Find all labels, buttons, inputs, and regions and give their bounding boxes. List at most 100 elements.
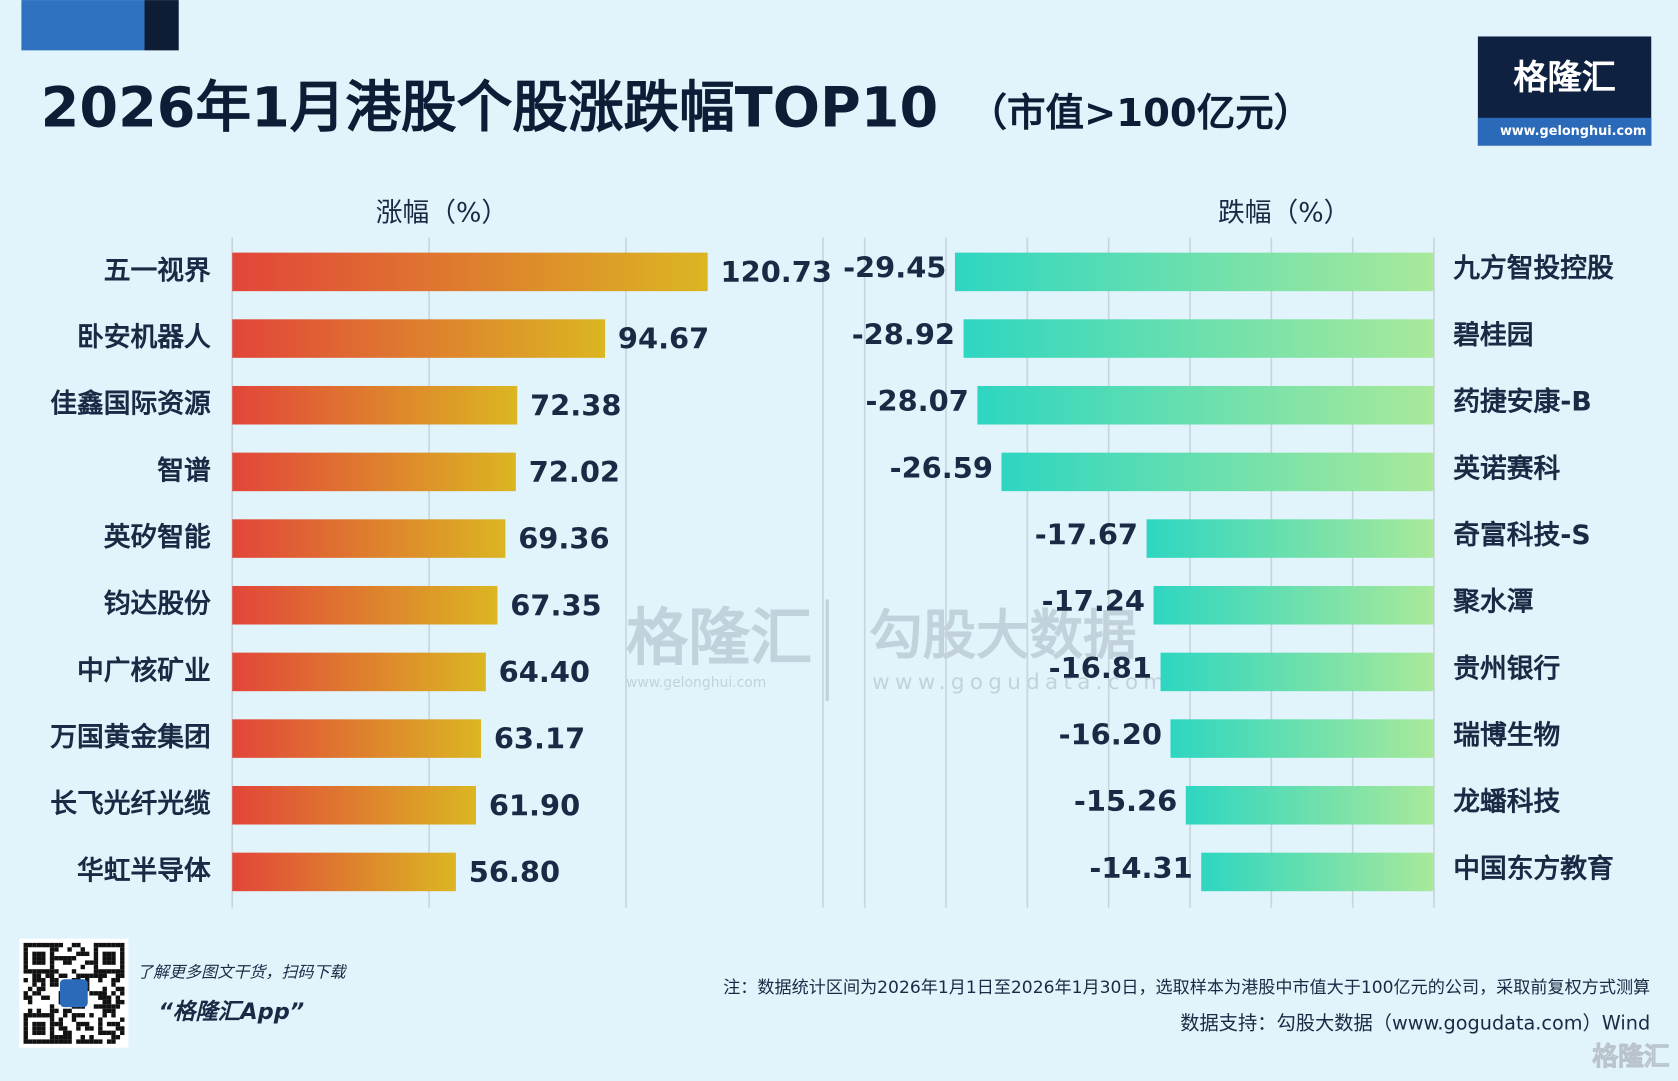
qr-cell <box>41 1013 46 1018</box>
qr-cell <box>76 973 81 978</box>
qr-cell <box>36 969 42 974</box>
qr-cell <box>23 951 28 957</box>
qr-cell <box>115 973 121 978</box>
qr-cell <box>36 960 42 965</box>
category-label: 钧达股份 <box>104 589 211 620</box>
qr-cell <box>76 1021 81 1027</box>
category-label: 中广核矿业 <box>77 654 211 686</box>
qr-cell <box>115 999 121 1005</box>
qr-cell <box>23 969 28 974</box>
qr-cell <box>98 1017 103 1022</box>
bar <box>232 585 498 625</box>
category-label: 药捷安康-B <box>1453 386 1592 418</box>
watermark-brand-url: www.gogudata.com <box>872 670 1169 695</box>
qr-cell <box>63 956 68 961</box>
qr-cell <box>41 986 46 992</box>
qr-cell <box>93 942 99 948</box>
qr-cell <box>80 973 85 978</box>
qr-cell <box>89 1013 94 1018</box>
value-label: -26.59 <box>890 451 993 485</box>
value-label: -15.26 <box>1074 784 1177 818</box>
qr-cell <box>63 1030 68 1036</box>
qr-cell <box>32 1039 37 1044</box>
qr-cell <box>49 982 55 987</box>
qr-cell <box>49 1035 55 1040</box>
qr-cell <box>32 977 37 983</box>
qr-cell <box>76 942 81 948</box>
qr-cell <box>41 942 46 948</box>
qr-cell <box>63 1035 68 1040</box>
qr-cell <box>89 973 94 978</box>
qr-cell <box>41 1030 46 1036</box>
qr-cell <box>49 973 55 978</box>
bar <box>232 719 481 758</box>
qr-cell <box>102 956 107 961</box>
category-label: 碧桂园 <box>1452 320 1533 351</box>
qr-cell <box>106 995 112 1000</box>
qr-cell <box>49 951 55 957</box>
qr-cell <box>120 991 125 996</box>
qr-cell <box>36 951 42 957</box>
bar <box>977 385 1435 425</box>
qr-cell <box>41 1021 46 1027</box>
qr-cell <box>120 956 125 961</box>
qr-cell <box>115 977 121 983</box>
category-label: 英矽智能 <box>104 521 211 553</box>
qr-cell <box>84 1026 90 1031</box>
category-label: 龙蟠科技 <box>1453 787 1560 818</box>
qr-cell <box>32 960 37 965</box>
qr-cell <box>54 977 59 983</box>
qr-cell <box>36 1021 42 1027</box>
qr-cell <box>63 1008 68 1014</box>
qr-cell <box>98 977 103 983</box>
qr-cell <box>98 973 103 978</box>
qr-cell <box>111 977 116 983</box>
qr-cell <box>89 960 94 965</box>
qr-cell <box>120 1017 125 1022</box>
qr-cell <box>120 999 125 1005</box>
qr-cell <box>115 995 121 1000</box>
qr-cell <box>49 969 55 974</box>
qr-cell <box>111 960 116 965</box>
qr-cell <box>111 982 116 987</box>
logo-url: www.gelonghui.com <box>1500 124 1646 139</box>
qr-cell <box>98 991 103 996</box>
bar <box>954 252 1435 292</box>
qr-cell <box>23 1013 28 1018</box>
qr-cell <box>120 951 125 957</box>
qr-cell <box>89 1039 94 1044</box>
qr-cell <box>32 1013 37 1018</box>
qr-cell <box>93 1004 99 1009</box>
qr-cell <box>54 1039 59 1044</box>
qr-cell <box>111 1039 116 1044</box>
qr-cell <box>93 973 99 978</box>
qr-cell <box>49 1013 55 1018</box>
qr-cell <box>54 969 59 974</box>
qr-cell <box>63 1013 68 1018</box>
qr-cell <box>36 1039 42 1044</box>
qr-cell <box>89 991 94 996</box>
qr-cell <box>49 964 55 970</box>
qr-cell <box>80 951 85 957</box>
bar <box>1201 852 1435 892</box>
bar <box>1001 452 1435 492</box>
qr-cell <box>67 1008 72 1014</box>
qr-cell <box>41 977 46 983</box>
qr-cell <box>49 1004 55 1009</box>
qr-cell <box>54 956 59 961</box>
bar <box>1185 785 1435 825</box>
qr-cell <box>49 1030 55 1036</box>
value-label: -29.45 <box>843 251 946 285</box>
qr-cell <box>111 1008 116 1014</box>
qr-cell <box>71 1013 77 1018</box>
qr-cell <box>23 991 28 996</box>
qr-cell <box>111 942 116 948</box>
qr-cell <box>27 1013 33 1018</box>
category-label: 五一视界 <box>104 255 211 286</box>
qr-cell <box>93 969 99 974</box>
bar <box>232 785 476 825</box>
qr-cell <box>54 947 59 952</box>
value-label: 72.02 <box>529 455 620 489</box>
value-label: 63.17 <box>494 722 585 756</box>
app-name: “格隆汇App” <box>158 999 304 1025</box>
